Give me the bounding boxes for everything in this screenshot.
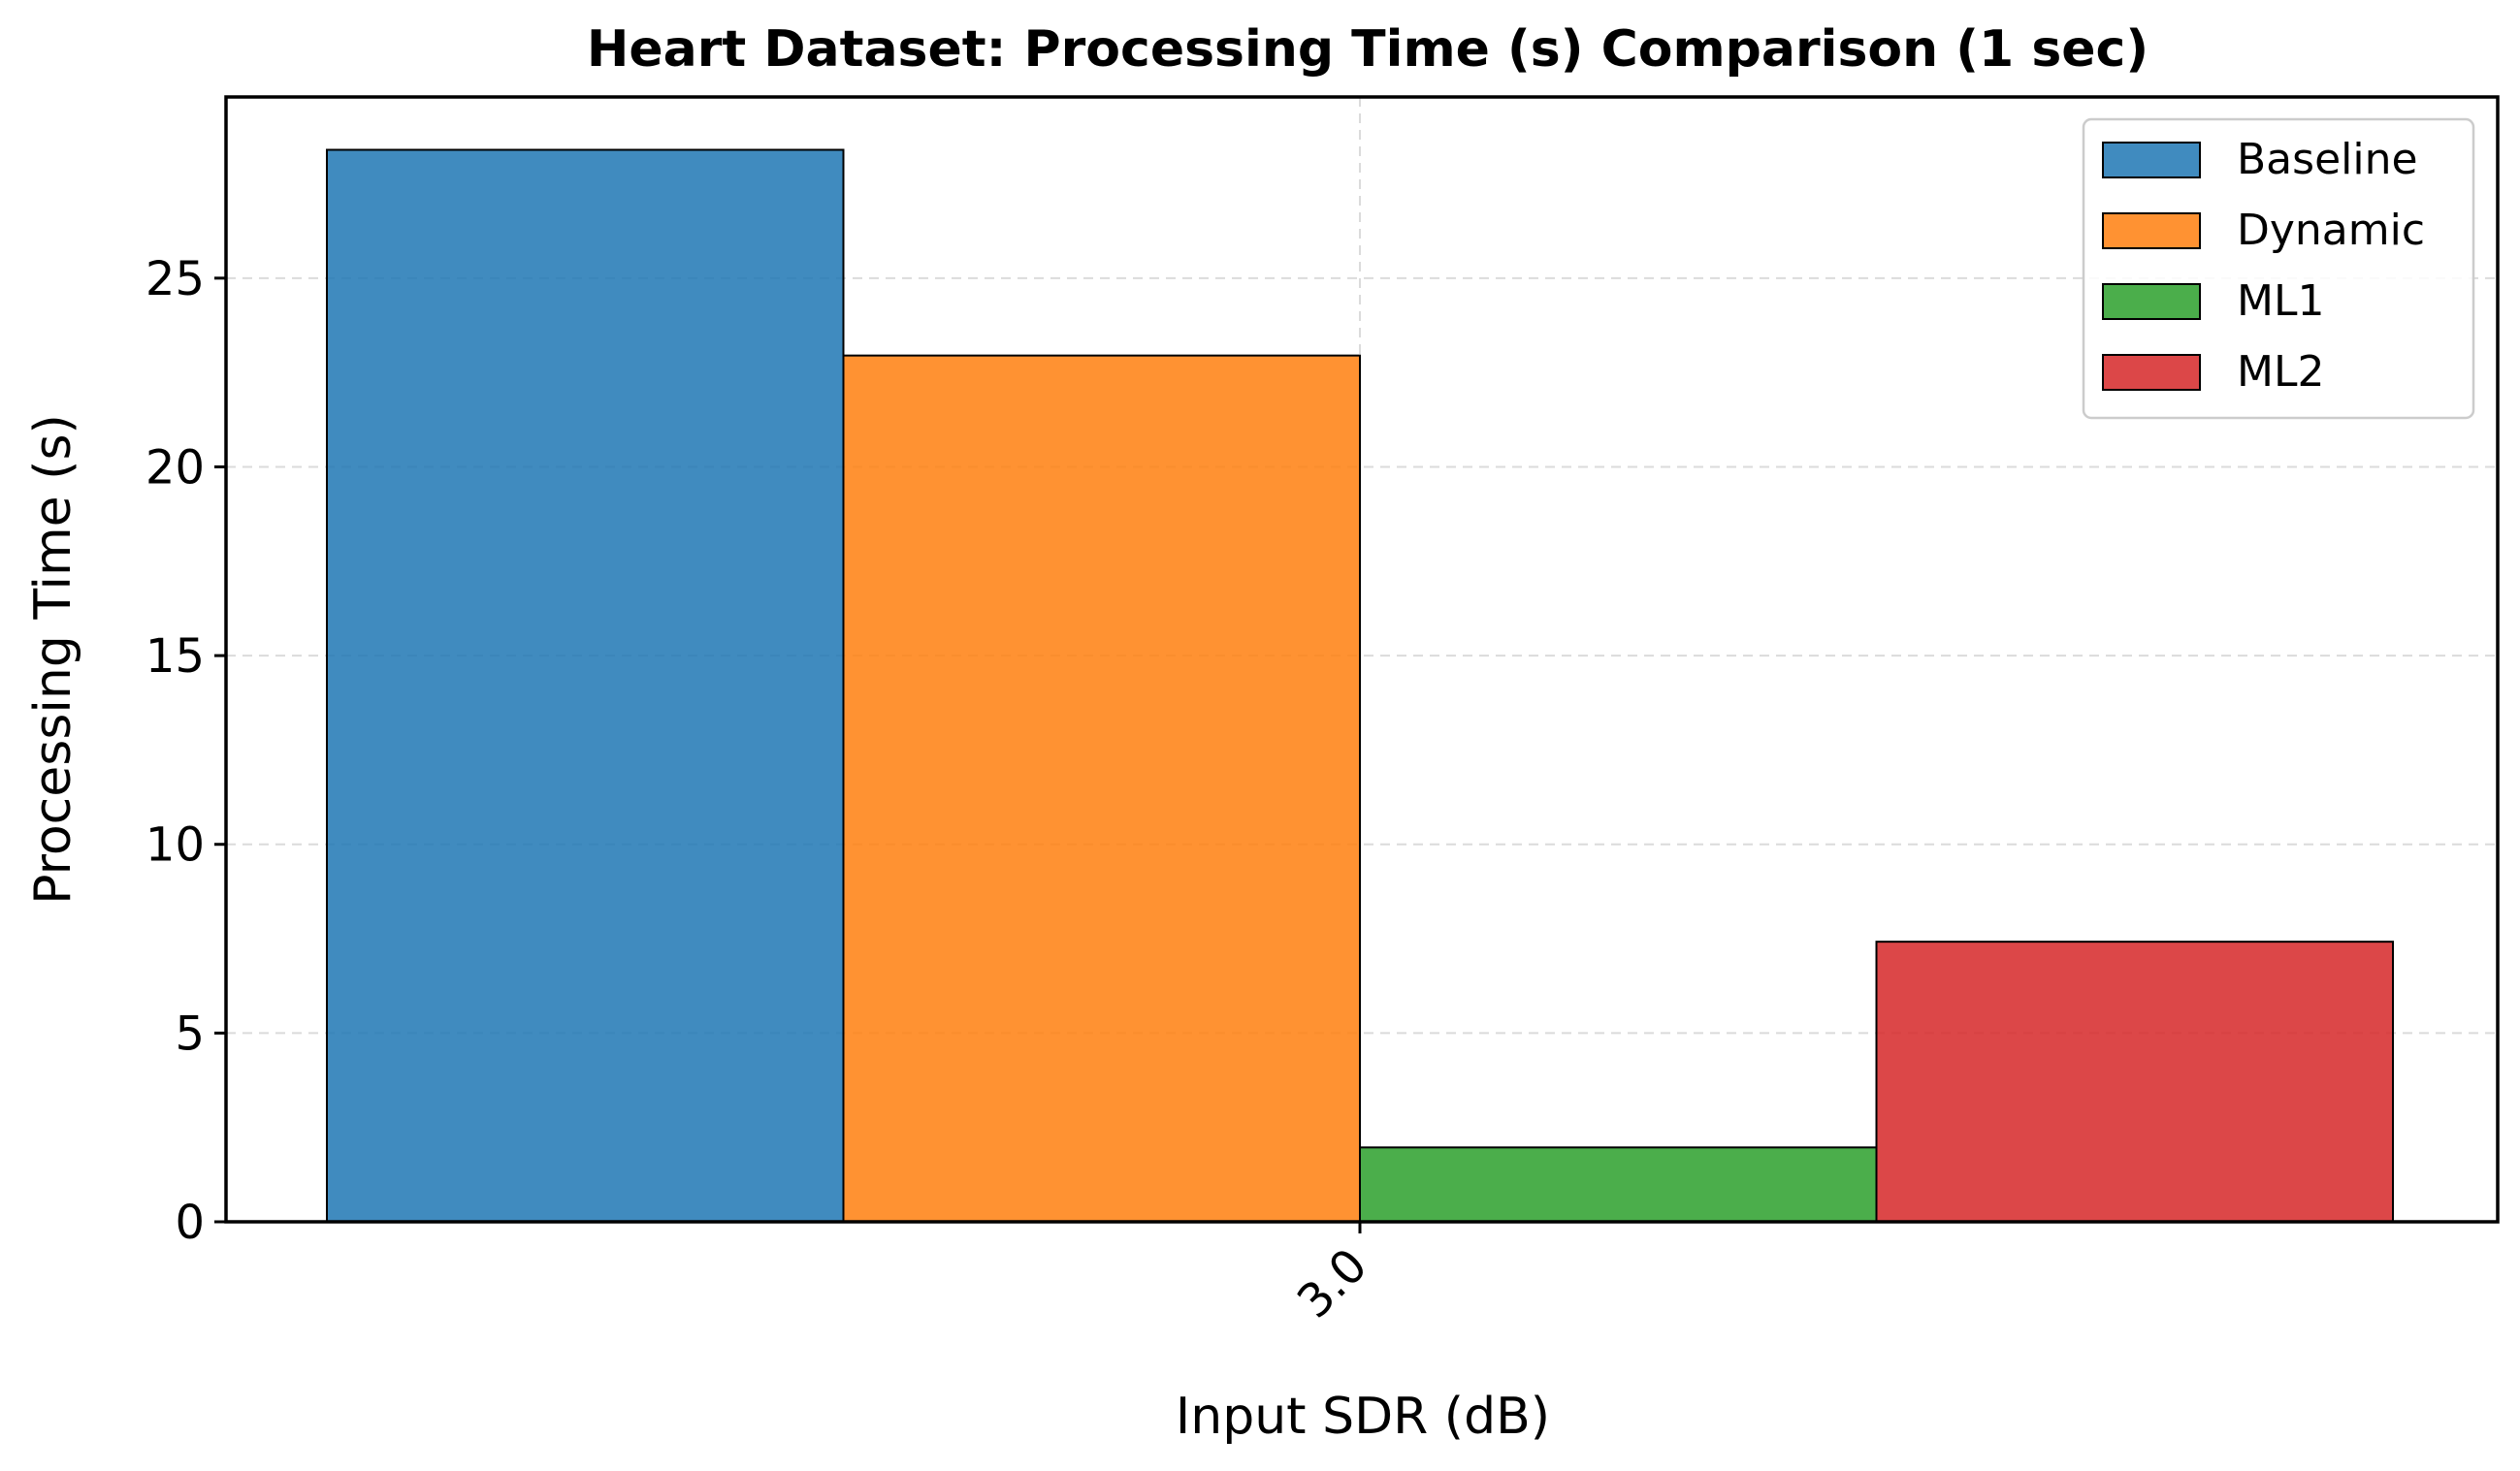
legend-swatch-baseline [2102, 142, 2201, 178]
y-tick-label: 20 [145, 440, 205, 495]
legend-box [2082, 117, 2475, 420]
legend-label-ml1: ML1 [2237, 276, 2324, 326]
y-axis-label: Processing Time (s) [24, 414, 82, 905]
legend-label-ml2: ML2 [2237, 347, 2324, 397]
legend-label-dynamic: Dynamic [2237, 206, 2425, 255]
bar-ml1 [1359, 1146, 1878, 1223]
legend-swatch-ml1 [2102, 283, 2201, 320]
legend-swatch-dynamic [2102, 212, 2201, 249]
plot-frame [224, 95, 2500, 1224]
chart-title: Heart Dataset: Processing Time (s) Compa… [587, 20, 2148, 79]
y-tick-label: 15 [145, 629, 205, 684]
legend-swatch-ml2 [2102, 354, 2201, 391]
legend-label-baseline: Baseline [2237, 135, 2418, 184]
y-tick-label: 5 [175, 1007, 205, 1061]
y-tick-label: 10 [145, 818, 205, 873]
y-axis-ticks: 0 5 10 15 20 25 [145, 252, 226, 1250]
bar-dynamic [842, 354, 1361, 1223]
bar-baseline [326, 148, 845, 1223]
bar-ml2 [1875, 941, 2394, 1223]
y-tick-label: 25 [145, 252, 205, 306]
x-axis-label: Input SDR (dB) [1176, 1388, 1550, 1446]
legend: Baseline Dynamic ML1 ML2 [2082, 117, 2475, 420]
y-tick-label: 0 [175, 1196, 205, 1250]
bars [326, 148, 2394, 1223]
